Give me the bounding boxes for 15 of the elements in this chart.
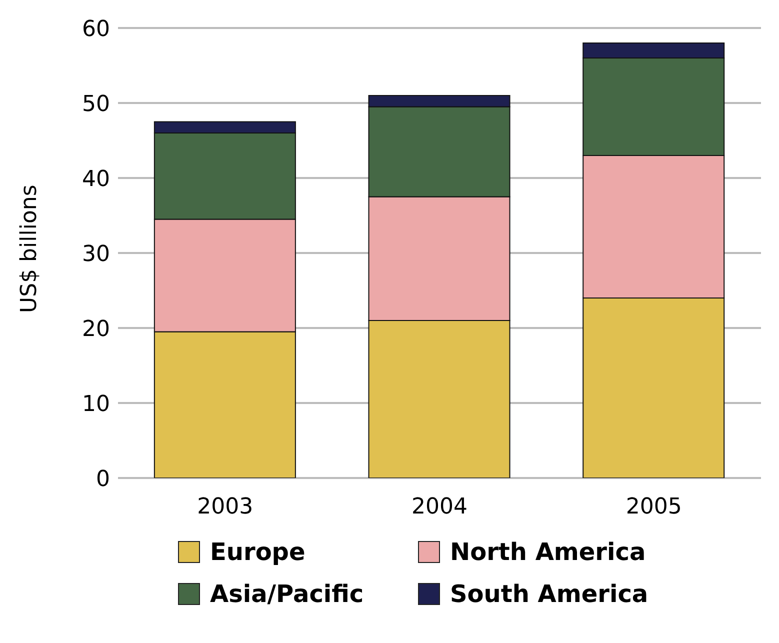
y-tick-label: 0 [96,466,110,492]
y-tick-label: 60 [82,16,110,42]
y-tick-label: 40 [82,166,110,192]
y-tick-label: 10 [82,392,110,417]
legend-label: Europe [210,538,306,566]
legend-label: Asia/Pacific [210,580,364,608]
legend-label: South America [450,580,648,608]
y-tick-label: 20 [82,316,110,342]
x-tick-label: 2003 [197,494,254,520]
x-tick-label: 2005 [626,494,682,520]
y-axis-title: US$ billions [16,184,42,313]
legend-label: North America [450,538,646,566]
y-tick-label: 50 [82,92,110,117]
x-tick-label: 2004 [412,494,468,520]
y-tick-label: 30 [82,242,110,267]
